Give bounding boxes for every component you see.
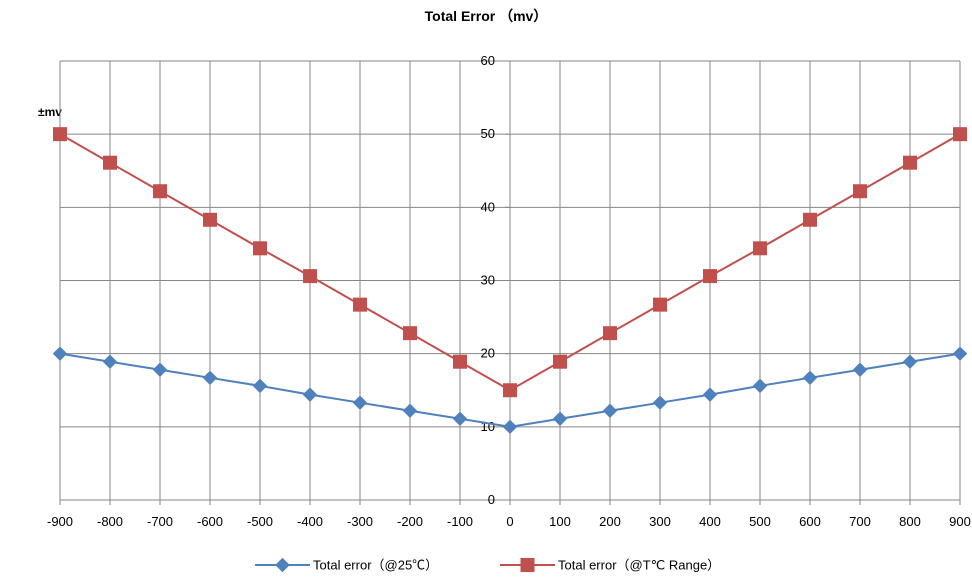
- data-point: [152, 362, 168, 377]
- data-point: [603, 326, 617, 341]
- data-point: [653, 297, 667, 312]
- x-tick-label: 500: [749, 514, 771, 529]
- legend: Total error（@25℃） Total error（@T℃ Range）: [255, 558, 720, 573]
- x-tick-label: -500: [247, 514, 273, 529]
- data-point: [53, 127, 67, 142]
- data-point: [352, 395, 368, 410]
- data-point: [52, 346, 68, 361]
- legend-label: Total error（@T℃ Range）: [558, 558, 720, 573]
- axes: -900 -800 -700 -600 -500 -400 -300 -200 -100 0 100…: [47, 53, 971, 529]
- legend-item: Total error（@25℃）: [255, 558, 438, 573]
- data-point: [353, 297, 367, 312]
- data-point: [302, 387, 318, 402]
- x-tick-label: -100: [447, 514, 473, 529]
- y-tick-label: 50: [481, 126, 495, 141]
- data-point: [402, 403, 418, 418]
- data-point: [252, 378, 268, 394]
- data-point: [403, 326, 417, 341]
- data-point: [503, 383, 517, 398]
- series-1: [52, 346, 968, 435]
- data-point: [502, 419, 518, 435]
- x-tick-label: 0: [506, 514, 513, 529]
- x-tick-label: -600: [197, 514, 223, 529]
- y-tick-label: 10: [481, 419, 495, 434]
- x-tick-label: 100: [549, 514, 571, 529]
- y-tick-label: 30: [481, 273, 495, 288]
- x-tick-label: 700: [849, 514, 871, 529]
- data-point: [602, 403, 618, 418]
- data-point: [102, 354, 118, 369]
- series-layer: [52, 127, 968, 435]
- x-tick-label: 400: [699, 514, 721, 529]
- x-tick-label: -300: [347, 514, 373, 529]
- legend-label: Total error（@25℃）: [313, 558, 438, 573]
- y-tick-label: 0: [488, 492, 495, 507]
- data-point: [703, 269, 717, 284]
- data-point: [802, 370, 818, 386]
- x-tick-label: -700: [147, 514, 173, 529]
- data-point: [553, 354, 567, 369]
- y-tick-label: 60: [481, 53, 495, 68]
- data-point: [652, 395, 668, 410]
- data-point: [253, 241, 267, 256]
- y-axis-label: ±mv: [38, 105, 62, 119]
- x-tick-label: -200: [397, 514, 423, 529]
- x-tick-label: 900: [949, 514, 971, 529]
- x-tick-label: 200: [599, 514, 621, 529]
- data-point: [103, 155, 117, 170]
- data-point: [453, 354, 467, 369]
- chart-title: Total Error （mv）: [425, 8, 548, 24]
- y-tick-label: 40: [481, 199, 495, 214]
- x-tick-label: 800: [899, 514, 921, 529]
- data-point: [903, 155, 917, 170]
- legend-marker: [520, 558, 535, 572]
- x-tick-label: -900: [47, 514, 73, 529]
- legend-item: Total error（@T℃ Range）: [500, 558, 720, 573]
- data-point: [153, 184, 167, 199]
- data-point: [702, 387, 718, 402]
- data-point: [752, 378, 768, 394]
- series-2: [53, 127, 967, 398]
- x-tick-label: 300: [649, 514, 671, 529]
- data-point: [902, 354, 918, 369]
- data-point: [803, 212, 817, 227]
- data-point: [452, 411, 468, 426]
- data-point: [852, 362, 868, 377]
- x-tick-label: -800: [97, 514, 123, 529]
- data-point: [303, 269, 317, 284]
- data-point: [552, 411, 568, 426]
- legend-marker: [275, 557, 290, 573]
- data-point: [202, 370, 218, 386]
- data-point: [853, 184, 867, 199]
- y-tick-label: 20: [481, 346, 495, 361]
- data-point: [203, 212, 217, 227]
- data-point: [952, 346, 968, 361]
- x-tick-label: 600: [799, 514, 821, 529]
- data-point: [953, 127, 967, 142]
- data-point: [753, 241, 767, 256]
- x-tick-label: -400: [297, 514, 323, 529]
